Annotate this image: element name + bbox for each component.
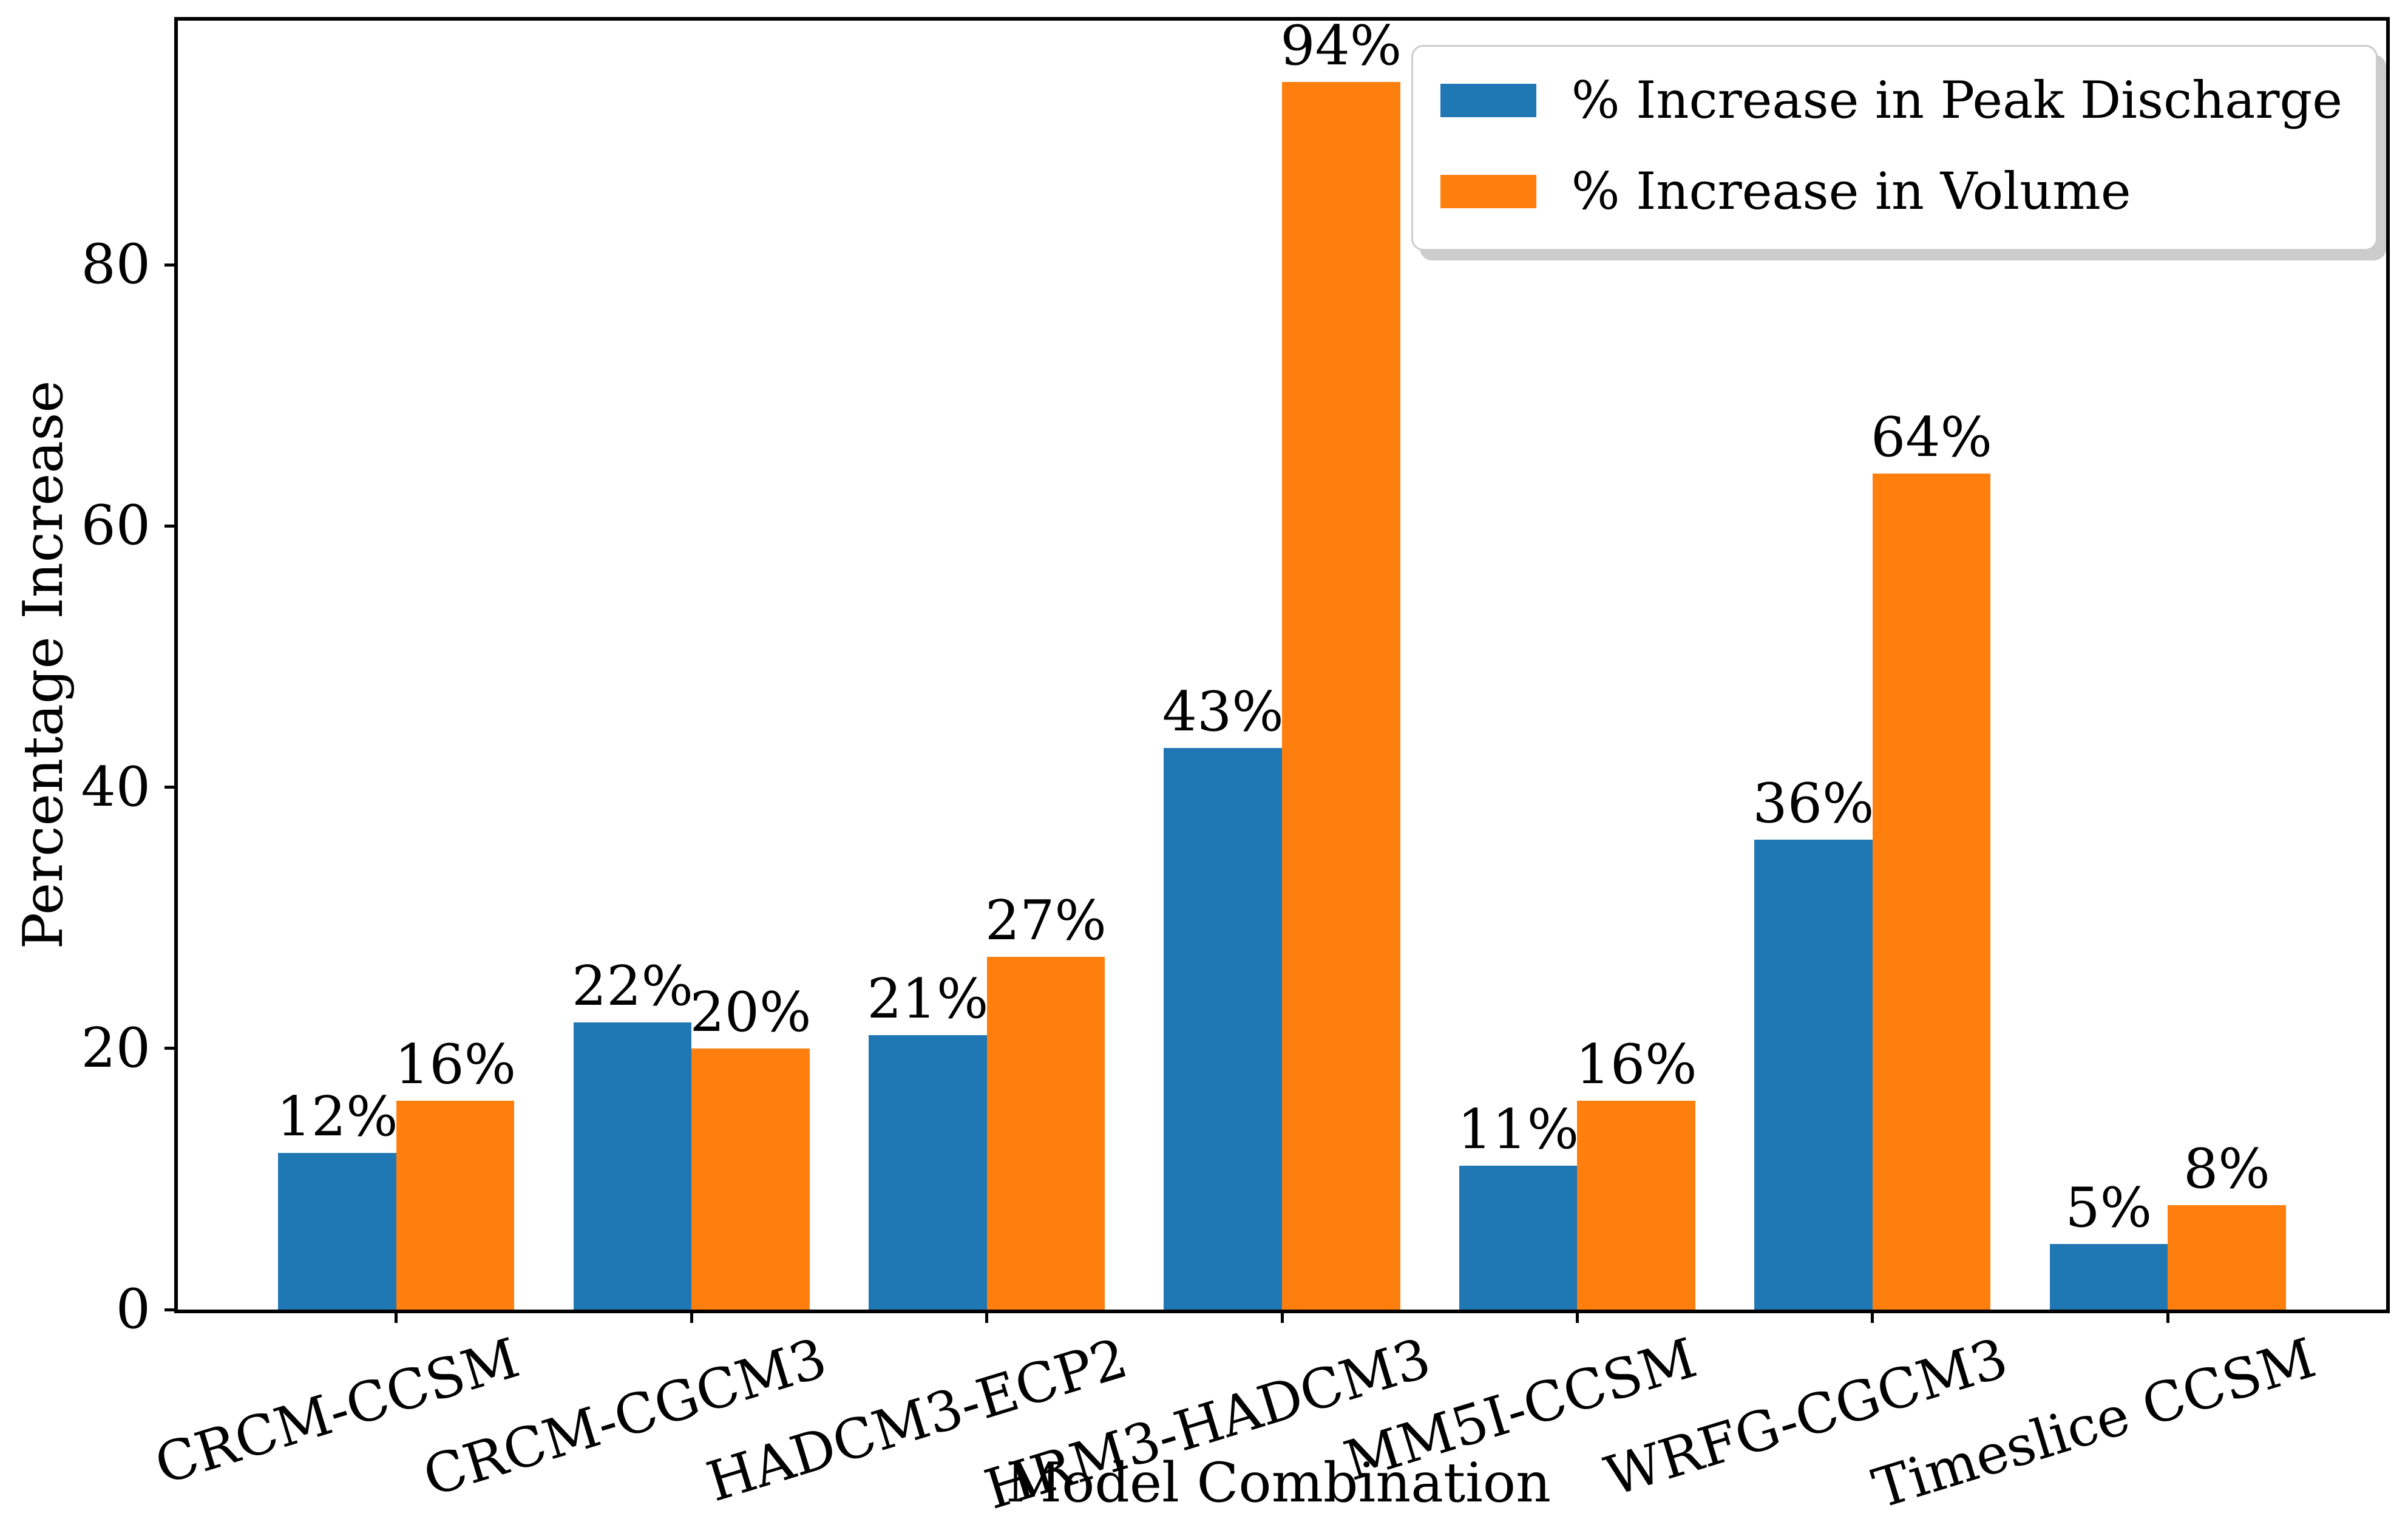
bar-volume-hadcm3-ecp2: [986, 957, 1105, 1310]
bar-peak-discharge-mm5i-ccsm: [1459, 1166, 1578, 1310]
bar-peak-discharge-wrfg-cgcm3: [1754, 839, 1873, 1310]
legend-item: % Increase in Peak Discharge: [1440, 72, 2342, 128]
y-axis-tick: [164, 263, 178, 267]
y-axis-tick: [164, 1047, 178, 1050]
x-axis-tick: [395, 1310, 398, 1323]
bar-value-label: 43%: [1162, 680, 1284, 744]
bar-volume-mm5i-ccsm: [1577, 1100, 1695, 1310]
bar-value-label: 36%: [1752, 771, 1874, 835]
y-tick-label: 80: [81, 233, 151, 297]
legend: % Increase in Peak Discharge % Increase i…: [1411, 45, 2378, 251]
bar-peak-discharge-timeslice-ccsm: [2049, 1244, 2168, 1310]
bar-value-label: 16%: [1575, 1032, 1697, 1096]
bar-value-label: 64%: [1870, 406, 1993, 470]
x-axis-tick: [1871, 1310, 1874, 1323]
bar-volume-hrm3-hadcm3: [1282, 82, 1400, 1310]
legend-item: % Increase in Volume: [1440, 161, 2342, 222]
bar-peak-discharge-hadcm3-ecp2: [869, 1035, 987, 1310]
x-axis-tick: [690, 1310, 693, 1323]
bar-value-label: 27%: [985, 889, 1107, 953]
bar-value-label: 12%: [276, 1084, 398, 1149]
legend-swatch-volume: [1440, 175, 1536, 209]
y-tick-label: 0: [115, 1277, 151, 1341]
bar-peak-discharge-hrm3-hadcm3: [1164, 748, 1282, 1310]
bar-volume-crcm-ccsm: [396, 1100, 515, 1310]
x-axis-tick: [1575, 1310, 1579, 1323]
bar-value-label: 5%: [2065, 1176, 2152, 1240]
y-tick-label: 60: [81, 494, 151, 558]
bar-value-label: 94%: [1280, 14, 1402, 78]
x-axis-tick: [1280, 1310, 1284, 1323]
legend-swatch-peak-discharge: [1440, 83, 1536, 117]
x-axis-tick: [985, 1310, 989, 1323]
y-axis-tick: [164, 1308, 178, 1311]
bar-value-label: 20%: [690, 980, 812, 1044]
y-tick-label: 20: [81, 1016, 151, 1080]
plot-area: % Increase in Peak Discharge % Increase i…: [81, 14, 2390, 1522]
y-axis-title: Percentage Increase: [12, 380, 75, 950]
y-axis-tick: [164, 786, 178, 789]
bar-value-label: 11%: [1457, 1098, 1579, 1162]
bar-value-label: 8%: [2183, 1137, 2270, 1201]
bar-peak-discharge-crcm-cgcm3: [573, 1022, 692, 1310]
y-tick-label: 40: [81, 755, 151, 819]
bar-volume-timeslice-ccsm: [2168, 1205, 2286, 1310]
bar-peak-discharge-crcm-ccsm: [278, 1152, 396, 1310]
bar-value-label: 16%: [395, 1032, 517, 1096]
bar-value-label: 22%: [571, 954, 694, 1018]
legend-label: % Increase in Volume: [1571, 161, 2131, 222]
x-axis-tick: [2166, 1310, 2169, 1323]
bar-volume-wrfg-cgcm3: [1872, 474, 1991, 1310]
bar-value-label: 21%: [867, 967, 989, 1032]
legend-label: % Increase in Peak Discharge: [1571, 70, 2342, 130]
bar-volume-crcm-cgcm3: [691, 1048, 810, 1310]
x-axis-title: Model Combination: [1005, 1451, 1552, 1515]
y-axis-tick: [164, 524, 178, 528]
